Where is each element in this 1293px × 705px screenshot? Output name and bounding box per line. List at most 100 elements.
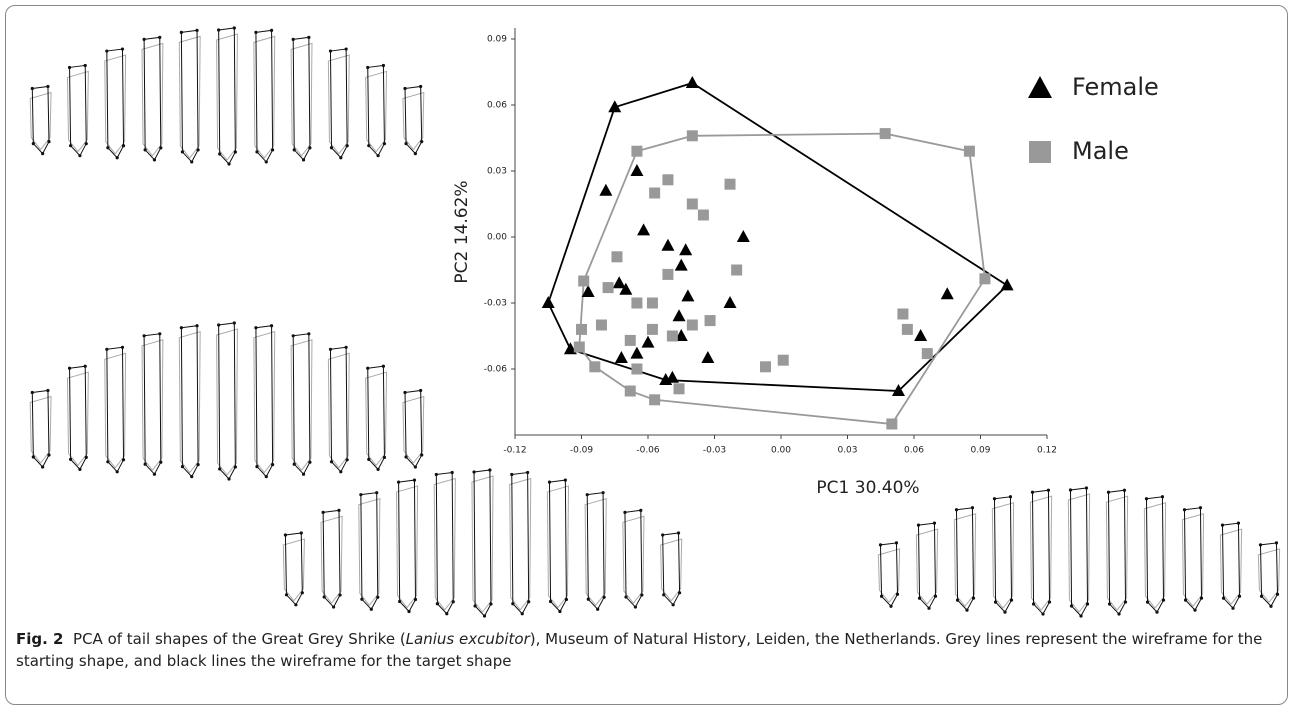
wireframe-node (1085, 602, 1090, 606)
y-tick-label: -0.06 (484, 365, 508, 375)
wireframe-target (473, 469, 492, 617)
wireframe-node (1221, 596, 1226, 600)
wireframe-node (84, 455, 88, 459)
wireframe-node (159, 146, 163, 150)
wireframe-target (143, 36, 162, 161)
point (940, 287, 954, 300)
wireframe-node (1003, 610, 1007, 614)
wireframe-node (269, 28, 274, 32)
wireframe-target (31, 389, 50, 468)
wireframe-node (894, 541, 899, 545)
wireframe-node (586, 597, 590, 601)
wireframe-node (1161, 598, 1166, 602)
wireframe-node (30, 86, 34, 91)
wireframe-node (1031, 602, 1036, 606)
wireframe-node (451, 600, 455, 604)
wireframe-node (601, 491, 605, 495)
wireframe-node (382, 455, 387, 459)
wireframe-node (1220, 523, 1225, 527)
wireframe-node (1183, 598, 1188, 602)
wireframe-target (329, 346, 348, 473)
wireframe-target (993, 496, 1013, 613)
wireframe-node (67, 366, 72, 370)
wireframe-node (971, 596, 976, 600)
wireframe-node (895, 592, 900, 596)
wireframe-target (1145, 496, 1165, 613)
wireframe-node (159, 460, 163, 464)
wireframe-node (558, 609, 562, 614)
wireframe-node (375, 491, 379, 495)
wireframe-node (337, 508, 341, 512)
wireframe-node (47, 140, 51, 144)
y-tick-label: 0.06 (487, 101, 507, 111)
point (731, 264, 743, 276)
wireframe-target (322, 509, 341, 608)
wireframe-node (965, 608, 969, 612)
wireframe-node (360, 597, 364, 601)
wireframe-node (308, 146, 312, 150)
point (614, 351, 628, 363)
x-tick-label: 0.09 (970, 446, 990, 456)
wireframe-target (1031, 489, 1051, 615)
point (897, 308, 909, 320)
wireframe-node (596, 607, 600, 611)
point (662, 268, 674, 280)
wireframe-node (1009, 598, 1014, 602)
wireframe-target (662, 532, 681, 606)
wireframe-target (548, 479, 567, 613)
y-tick-label: 0.00 (487, 233, 507, 243)
wireframe-node (927, 606, 931, 610)
wireframe-node (511, 602, 515, 606)
legend-label: Male (1072, 137, 1129, 165)
point (581, 285, 595, 297)
wireframe-node (623, 510, 627, 514)
wireframe-node (1274, 541, 1279, 545)
wireframe-target (1107, 489, 1127, 615)
wireframe-node (366, 366, 370, 370)
wireframe-node (180, 465, 185, 469)
wireframe-node (889, 604, 893, 608)
wireframe-node (933, 594, 938, 598)
wireframe-node (105, 49, 109, 53)
point (624, 385, 636, 397)
wireframe-node (527, 600, 531, 604)
wireframe-node (196, 148, 200, 152)
wireframe-node (255, 465, 259, 469)
wireframe-node (121, 458, 126, 462)
point (631, 145, 643, 157)
wireframe-node (1107, 602, 1112, 606)
wireframes (29, 26, 1281, 618)
wireframe-target (255, 29, 274, 163)
wireframe-node (152, 158, 157, 162)
wireframe-node (339, 156, 343, 160)
wireframe-node (413, 465, 417, 469)
legend-marker (1028, 76, 1052, 98)
wireframe-node (1193, 608, 1197, 612)
wireframe-node (232, 321, 236, 325)
wireframe-node (338, 593, 342, 597)
wireframe-node (217, 28, 221, 32)
wireframe-node (676, 531, 681, 535)
point (979, 273, 991, 285)
wireframe-node (46, 84, 50, 89)
wireframe-node (879, 594, 884, 598)
wireframe-node (217, 323, 221, 327)
wireframe-node (376, 595, 380, 599)
wireframe-target (624, 509, 643, 608)
point (701, 351, 715, 363)
wireframe-node (233, 150, 237, 154)
wireframe-node (232, 26, 236, 30)
wireframe-node (41, 465, 45, 469)
wireframe-node (413, 597, 418, 602)
wireframe-node (671, 603, 675, 607)
wireframe-node (300, 591, 304, 595)
wireframe-node (472, 470, 476, 474)
caption-text: PCA of tail shapes of the Great Grey Shr… (73, 630, 406, 648)
wireframe-node (624, 595, 628, 599)
point (662, 174, 674, 186)
point (914, 329, 928, 341)
x-tick-label: 0.06 (904, 446, 924, 456)
wireframe-node (255, 150, 259, 154)
wireframe-node (993, 600, 998, 604)
point (612, 276, 626, 289)
